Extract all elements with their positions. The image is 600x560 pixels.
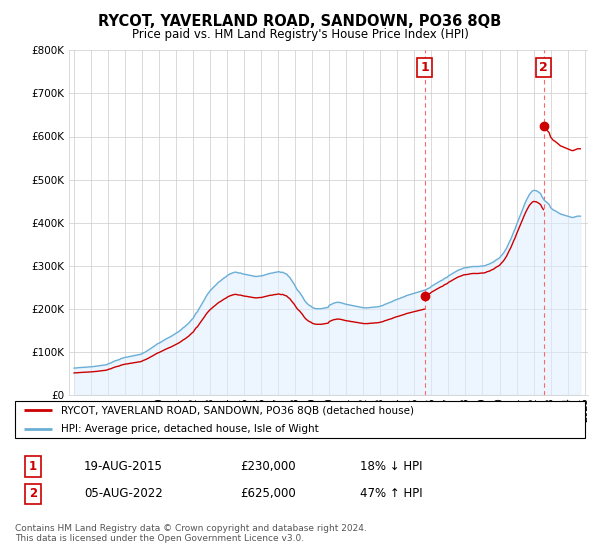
Text: 1: 1 — [29, 460, 37, 473]
FancyBboxPatch shape — [15, 402, 585, 437]
Text: 1: 1 — [420, 61, 429, 74]
Text: 18% ↓ HPI: 18% ↓ HPI — [360, 460, 422, 473]
Text: 19-AUG-2015: 19-AUG-2015 — [84, 460, 163, 473]
Text: £230,000: £230,000 — [240, 460, 296, 473]
Text: 05-AUG-2022: 05-AUG-2022 — [84, 487, 163, 501]
Text: RYCOT, YAVERLAND ROAD, SANDOWN, PO36 8QB (detached house): RYCOT, YAVERLAND ROAD, SANDOWN, PO36 8QB… — [61, 405, 414, 415]
Text: 2: 2 — [539, 61, 548, 74]
Text: £625,000: £625,000 — [240, 487, 296, 501]
Text: Contains HM Land Registry data © Crown copyright and database right 2024.
This d: Contains HM Land Registry data © Crown c… — [15, 524, 367, 543]
Text: 2: 2 — [29, 487, 37, 501]
Text: RYCOT, YAVERLAND ROAD, SANDOWN, PO36 8QB: RYCOT, YAVERLAND ROAD, SANDOWN, PO36 8QB — [98, 14, 502, 29]
Text: Price paid vs. HM Land Registry's House Price Index (HPI): Price paid vs. HM Land Registry's House … — [131, 28, 469, 41]
Text: HPI: Average price, detached house, Isle of Wight: HPI: Average price, detached house, Isle… — [61, 424, 319, 433]
Text: 47% ↑ HPI: 47% ↑ HPI — [360, 487, 422, 501]
